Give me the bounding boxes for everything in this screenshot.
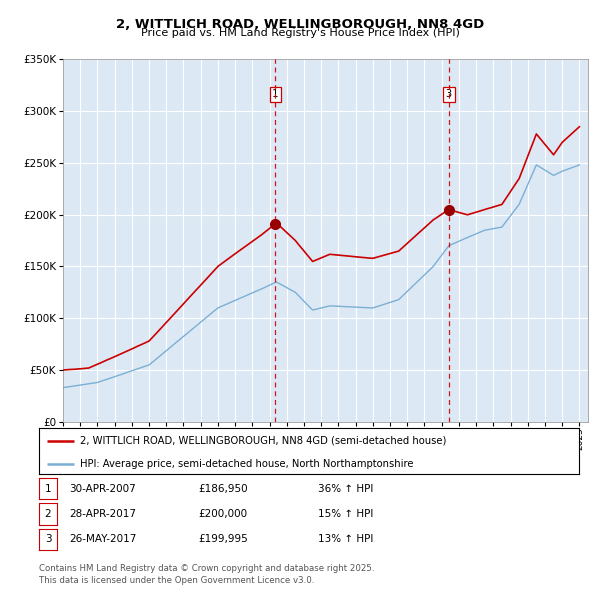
Text: Price paid vs. HM Land Registry's House Price Index (HPI): Price paid vs. HM Land Registry's House …: [140, 28, 460, 38]
Text: HPI: Average price, semi-detached house, North Northamptonshire: HPI: Average price, semi-detached house,…: [79, 459, 413, 469]
Text: 2: 2: [44, 509, 52, 519]
Text: 1: 1: [272, 89, 278, 99]
Text: £199,995: £199,995: [198, 535, 248, 544]
Text: 2, WITTLICH ROAD, WELLINGBOROUGH, NN8 4GD: 2, WITTLICH ROAD, WELLINGBOROUGH, NN8 4G…: [116, 18, 484, 31]
Text: 1: 1: [44, 484, 52, 493]
Text: 3: 3: [446, 89, 452, 99]
Text: £200,000: £200,000: [198, 509, 247, 519]
Text: 30-APR-2007: 30-APR-2007: [69, 484, 136, 493]
Text: 3: 3: [44, 535, 52, 544]
Text: 36% ↑ HPI: 36% ↑ HPI: [318, 484, 373, 493]
Text: 26-MAY-2017: 26-MAY-2017: [69, 535, 136, 544]
Text: 13% ↑ HPI: 13% ↑ HPI: [318, 535, 373, 544]
Text: 15% ↑ HPI: 15% ↑ HPI: [318, 509, 373, 519]
Text: 28-APR-2017: 28-APR-2017: [69, 509, 136, 519]
Text: £186,950: £186,950: [198, 484, 248, 493]
Text: Contains HM Land Registry data © Crown copyright and database right 2025.
This d: Contains HM Land Registry data © Crown c…: [39, 565, 374, 585]
Text: 2, WITTLICH ROAD, WELLINGBOROUGH, NN8 4GD (semi-detached house): 2, WITTLICH ROAD, WELLINGBOROUGH, NN8 4G…: [79, 435, 446, 445]
